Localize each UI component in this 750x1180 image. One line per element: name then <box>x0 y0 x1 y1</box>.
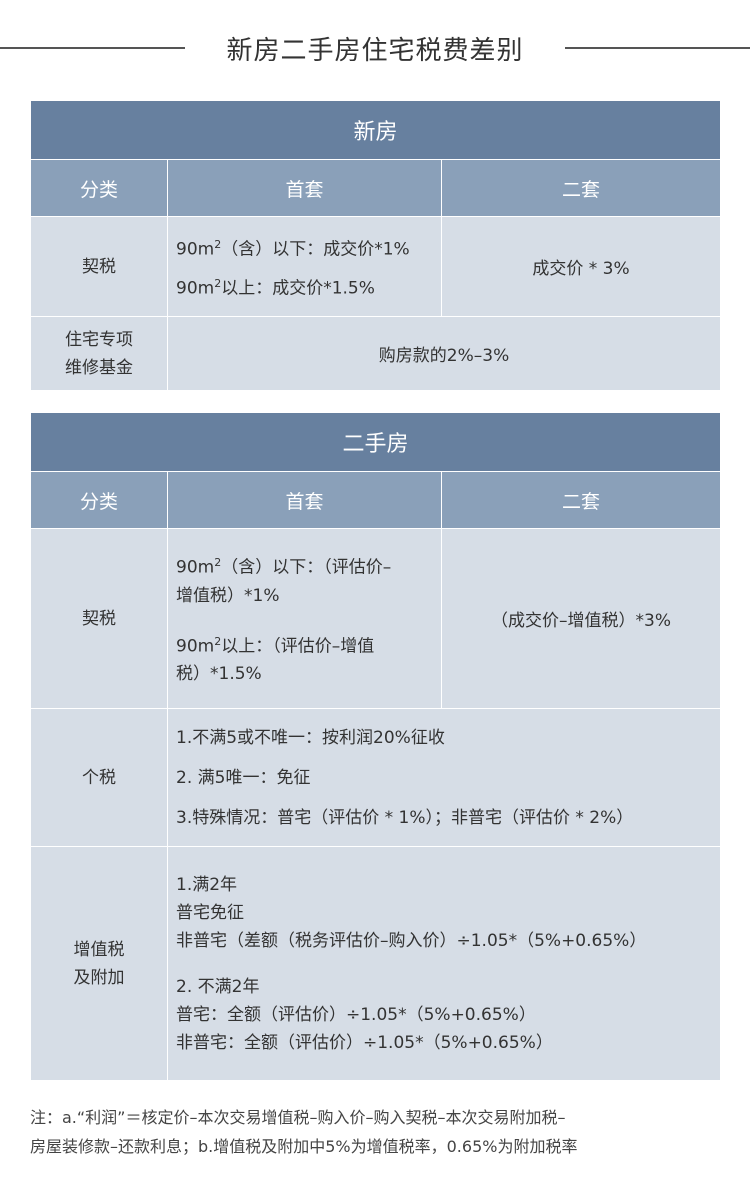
title-divider-left <box>0 47 185 49</box>
page-title: 新房二手房住宅税费差别 <box>226 36 524 66</box>
deed-tax-second-home: （成交价–增值税）*3% <box>440 528 722 709</box>
title-row: 新房二手房住宅税费差别 <box>0 26 750 70</box>
deed-tax-over-90-line1: 90m2以上：（评估价–增值 <box>176 634 375 657</box>
row-label-vat: 增值税 及附加 <box>30 846 168 1081</box>
new-house-table: 新房 分类 首套 二套 契税 90m2（含）以下：成交价*1% 90m2以上：成… <box>29 100 722 391</box>
maintenance-fund-value: 购房款的2%–3% <box>166 316 722 391</box>
row-label-deed-tax: 契税 <box>30 216 168 317</box>
deed-tax-under-90-line1: 90m2（含）以下：（评估价– <box>176 555 392 578</box>
footnote: 注：a.“利润”＝核定价–本次交易增值税–购入价–购入契税–本次交易附加税– 房… <box>30 1103 730 1161</box>
footnote-line1: 注：a.“利润”＝核定价–本次交易增值税–购入价–购入契税–本次交易附加税– <box>30 1108 566 1127</box>
row-label-income-tax: 个税 <box>30 708 168 847</box>
vat-line: 2. 不满2年 <box>176 976 260 997</box>
vat-line: 非普宅（差额（税务评估价–购入价）÷1.05*（5%+0.65%） <box>176 930 647 951</box>
column-second-home: 二套 <box>440 471 722 529</box>
row-label-deed-tax: 契税 <box>30 528 168 709</box>
new-house-header: 新房 <box>29 100 722 160</box>
vat-line: 普宅免征 <box>176 902 244 923</box>
column-category: 分类 <box>30 471 168 529</box>
income-tax-line: 1.不满5或不唯一：按利润20%征收 <box>176 727 445 748</box>
second-hand-table: 二手房 分类 首套 二套 契税 90m2（含）以下：（评估价– 增值税）*1% … <box>29 412 722 1081</box>
deed-tax-first-line1: 90m2（含）以下：成交价*1% <box>176 237 410 260</box>
income-tax-value: 1.不满5或不唯一：按利润20%征收 2. 满5唯一：免征 3.特殊情况：普宅（… <box>166 708 722 847</box>
row-label-maintenance-fund: 住宅专项 维修基金 <box>30 316 168 391</box>
deed-tax-first-home: 90m2（含）以下：（评估价– 增值税）*1% 90m2以上：（评估价–增值 税… <box>167 528 442 709</box>
vat-line: 非普宅：全额（评估价）÷1.05*（5%+0.65%） <box>176 1032 553 1053</box>
column-second-home: 二套 <box>440 159 722 217</box>
income-tax-line: 3.特殊情况：普宅（评估价 * 1%）；非普宅（评估价 * 2%） <box>176 807 634 828</box>
title-divider-right <box>565 47 750 49</box>
deed-tax-first-line2: 90m2以上：成交价*1.5% <box>176 276 375 299</box>
deed-tax-over-90-line2: 税）*1.5% <box>176 664 262 685</box>
vat-line: 普宅：全额（评估价）÷1.05*（5%+0.65%） <box>176 1004 536 1025</box>
vat-value: 1.满2年 普宅免征 非普宅（差额（税务评估价–购入价）÷1.05*（5%+0.… <box>166 846 722 1081</box>
deed-tax-second-home: 成交价 * 3% <box>440 216 722 317</box>
deed-tax-first-home: 90m2（含）以下：成交价*1% 90m2以上：成交价*1.5% <box>167 216 442 317</box>
column-first-home: 首套 <box>167 159 442 217</box>
income-tax-line: 2. 满5唯一：免征 <box>176 767 311 788</box>
second-hand-header: 二手房 <box>29 412 722 472</box>
vat-line: 1.满2年 <box>176 874 238 895</box>
deed-tax-under-90-line2: 增值税）*1% <box>176 585 280 606</box>
column-first-home: 首套 <box>167 471 442 529</box>
footnote-line2: 房屋装修款–还款利息；b.增值税及附加中5%为增值税率，0.65%为附加税率 <box>30 1137 578 1156</box>
column-category: 分类 <box>30 159 168 217</box>
